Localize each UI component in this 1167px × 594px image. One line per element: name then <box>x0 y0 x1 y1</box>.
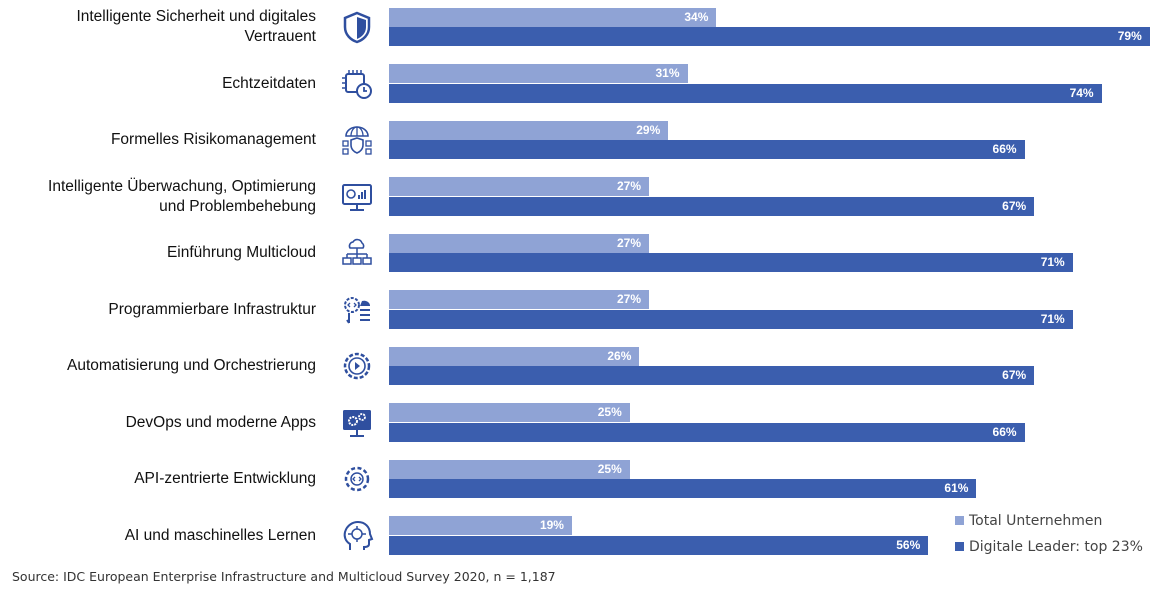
cloud-network-icon <box>340 236 374 270</box>
bar-digitale-leader <box>389 535 929 555</box>
data-label: 31% <box>655 66 680 80</box>
data-label: 26% <box>607 348 632 363</box>
data-label: 67% <box>1002 368 1027 382</box>
category-label-line: Intelligente Sicherheit und digitales <box>76 8 316 25</box>
bar-digitale-leader <box>389 27 1150 46</box>
bar-digitale-leader <box>389 140 1025 159</box>
category-label: Intelligente Sicherheit und digitales Ver… <box>0 7 316 47</box>
chip-clock-icon <box>340 67 374 101</box>
data-label: 27% <box>616 179 641 193</box>
legend-label-leader: Digitale Leader: top 23% <box>969 539 1143 555</box>
bar-total-unternehmen <box>389 459 630 479</box>
category-label-line: Vertrauent <box>244 28 316 45</box>
data-label: 61% <box>944 481 969 495</box>
legend-swatch-total <box>955 516 964 525</box>
monitor-gears-icon <box>340 406 374 440</box>
bar-total-unternehmen <box>389 120 669 140</box>
data-label: 79% <box>1117 29 1142 43</box>
bar-digitale-leader <box>389 479 977 498</box>
data-label: 67% <box>1002 198 1027 213</box>
source-note: Source: IDC European Enterprise Infrastr… <box>12 569 556 584</box>
category-label-line: Intelligente Überwachung, Optimierung <box>48 177 316 195</box>
bar-digitale-leader <box>389 83 1102 103</box>
category-label-line: und Problembehebung <box>159 197 316 215</box>
bar-total-unternehmen <box>389 7 717 27</box>
category-label-line: Programmierbare Infrastruktur <box>108 300 316 318</box>
bar-total-unternehmen <box>389 233 649 253</box>
category-label-line: Echtzeitdaten <box>222 74 316 92</box>
legend-swatch-leader <box>955 542 964 551</box>
data-label: 27% <box>616 292 641 306</box>
data-label: 66% <box>992 424 1017 439</box>
category-label-line: AI und maschinelles Lernen <box>124 526 316 544</box>
gear-code-icon <box>340 462 374 496</box>
category-label: Einführung Multicloud <box>0 243 316 263</box>
bar-digitale-leader <box>389 366 1035 385</box>
gear-play-icon <box>340 349 374 383</box>
category-label: Programmierbare Infrastruktur <box>0 300 316 320</box>
legend-item-leader: Digitale Leader: top 23% <box>955 539 1143 555</box>
data-label: 29% <box>636 122 661 137</box>
data-label: 71% <box>1040 311 1065 326</box>
data-label: 19% <box>539 518 564 532</box>
category-label-line: DevOps und moderne Apps <box>125 413 316 431</box>
data-label: 71% <box>1040 255 1065 269</box>
category-label: DevOps und moderne Apps <box>0 413 316 433</box>
data-label: 34% <box>684 9 709 24</box>
data-label: 25% <box>597 461 622 476</box>
bar-digitale-leader <box>389 422 1025 442</box>
category-label-line: API-zentrierte Entwicklung <box>134 470 316 487</box>
globe-umbrella-shield-icon <box>340 123 374 157</box>
bar-total-unternehmen <box>389 290 649 309</box>
bar-total-unternehmen <box>389 177 649 196</box>
data-label: 56% <box>896 537 921 552</box>
category-label: Formelles Risikomanagement <box>0 130 316 150</box>
data-label: 74% <box>1069 85 1094 100</box>
bar-total-unternehmen <box>389 403 630 422</box>
category-label: Echtzeitdaten <box>0 74 316 94</box>
monitor-analytics-icon <box>340 180 374 214</box>
category-label-line: Automatisierung und Orchestrierung <box>67 357 316 374</box>
bar-digitale-leader <box>389 309 1073 329</box>
legend-item-total: Total Unternehmen <box>955 513 1102 529</box>
category-label: API-zentrierte Entwicklung <box>0 469 316 489</box>
category-label: Automatisierung und Orchestrierung <box>0 356 316 376</box>
shield-icon <box>340 10 374 44</box>
category-label: AI und maschinelles Lernen <box>0 526 316 546</box>
head-circuit-icon <box>340 519 374 553</box>
code-gear-icon <box>340 293 374 327</box>
bar-total-unternehmen <box>389 516 572 535</box>
bar-total-unternehmen <box>389 346 640 366</box>
category-label: Intelligente Überwachung, Optimierung und… <box>0 177 316 217</box>
category-label-line: Einführung Multicloud <box>166 244 316 261</box>
data-label: 27% <box>616 235 641 250</box>
bar-digitale-leader <box>389 253 1073 272</box>
data-label: 25% <box>597 405 622 419</box>
data-label: 66% <box>992 142 1017 156</box>
bar-digitale-leader <box>389 196 1035 216</box>
legend-label-total: Total Unternehmen <box>969 513 1103 529</box>
bar-total-unternehmen <box>389 64 688 83</box>
category-label-line: Formelles Risikomanagement <box>110 131 316 148</box>
